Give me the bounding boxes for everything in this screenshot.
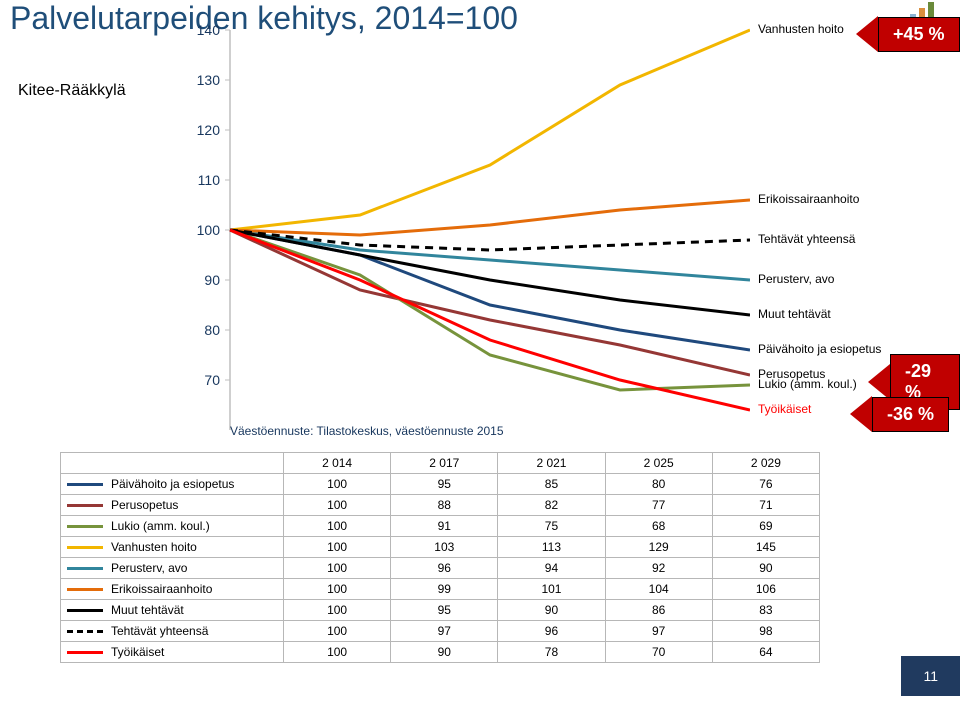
table-header: 2 017 xyxy=(391,453,498,474)
svg-text:70: 70 xyxy=(204,372,220,388)
change-callout: +45 % xyxy=(856,16,960,52)
page-number: 11 xyxy=(901,656,960,696)
svg-text:90: 90 xyxy=(204,272,220,288)
table-header: 2 014 xyxy=(284,453,391,474)
line-chart: 70 80 90 100 110 120 130 140 xyxy=(180,20,750,450)
table-row: Perusterv, avo10096949290 xyxy=(61,558,820,579)
series-label: Muut tehtävät xyxy=(758,307,831,321)
svg-text:100: 100 xyxy=(197,222,221,238)
change-callout: -36 % xyxy=(850,396,949,432)
data-table: 2 0142 0172 0212 0252 029Päivähoito ja e… xyxy=(60,452,820,663)
table-row: Lukio (amm. koul.)10091756869 xyxy=(61,516,820,537)
svg-text:130: 130 xyxy=(197,72,221,88)
table-row: Perusopetus10088827771 xyxy=(61,495,820,516)
table-header xyxy=(61,453,284,474)
table-row: Vanhusten hoito100103113129145 xyxy=(61,537,820,558)
table-header: 2 025 xyxy=(605,453,712,474)
svg-text:110: 110 xyxy=(198,172,221,188)
table-row: Päivähoito ja esiopetus10095858076 xyxy=(61,474,820,495)
table-row: Muut tehtävät10095908683 xyxy=(61,600,820,621)
svg-text:120: 120 xyxy=(197,122,221,138)
series-label: Vanhusten hoito xyxy=(758,22,844,36)
series-label: Tehtävät yhteensä xyxy=(758,232,855,246)
table-row: Työikäiset10090787064 xyxy=(61,642,820,663)
table-header: 2 029 xyxy=(712,453,819,474)
svg-text:80: 80 xyxy=(204,322,220,338)
svg-text:140: 140 xyxy=(197,22,221,38)
series-label: Erikoissairaanhoito xyxy=(758,192,859,206)
table-row: Tehtävät yhteensä10097969798 xyxy=(61,621,820,642)
series-label: Päivähoito ja esiopetus xyxy=(758,342,881,356)
chart-footnote: Väestöennuste: Tilastokeskus, väestöennu… xyxy=(230,424,504,438)
table-header: 2 021 xyxy=(498,453,605,474)
table-row: Erikoissairaanhoito10099101104106 xyxy=(61,579,820,600)
series-label: Perusterv, avo xyxy=(758,272,834,286)
series-label: Lukio (amm. koul.) xyxy=(758,377,857,391)
series-label: Työikäiset xyxy=(758,402,811,416)
region-label: Kitee-Rääkkylä xyxy=(18,82,126,100)
